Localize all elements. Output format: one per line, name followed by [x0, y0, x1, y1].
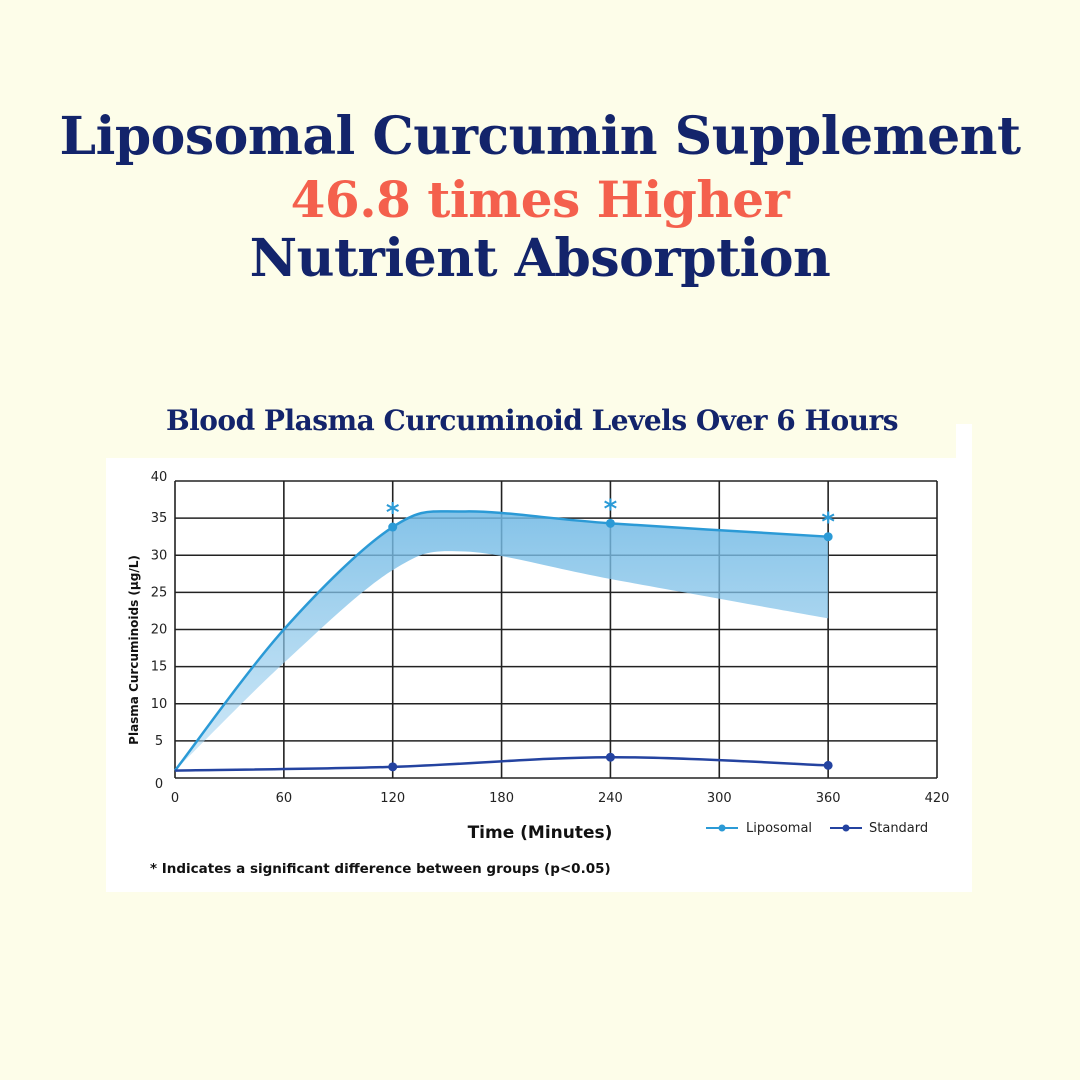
x-tick-label-420: 420 [925, 791, 950, 806]
y-tick-label-40: 40 [151, 470, 168, 485]
liposomal-line [174, 510, 829, 772]
y-tick-label-15: 15 [151, 660, 168, 675]
x-tick-label-0: 0 [171, 791, 179, 806]
legend-liposomal-marker [718, 824, 726, 832]
headline-line-1: Liposomal Curcumin Supplement [59, 106, 1021, 167]
y-tick-label-0: 0 [155, 777, 163, 792]
footnote: * Indicates a significant difference bet… [150, 861, 611, 877]
line-layer: * * * [174, 494, 835, 772]
liposomal-point-360 [823, 532, 833, 542]
y-tick-label-30: 30 [151, 548, 168, 563]
chart-title: Blood Plasma Curcuminoid Levels Over 6 H… [165, 404, 899, 437]
y-tick-label-5: 5 [155, 734, 163, 749]
chart-panel-tab [956, 424, 972, 460]
liposomal-point-120 [388, 522, 398, 532]
standard-point-360 [823, 760, 833, 770]
liposomal-point-240 [605, 518, 615, 528]
legend: Liposomal Standard [706, 821, 928, 836]
headline-line-3: Nutrient Absorption [249, 228, 831, 289]
x-tick-label-300: 300 [707, 791, 732, 806]
legend-standard-label: Standard [869, 821, 928, 836]
standard-point-120 [388, 762, 398, 772]
y-axis-label: Plasma Curcuminoids (µg/L) [127, 555, 141, 745]
x-tick-label-60: 60 [276, 791, 293, 806]
x-tick-label-360: 360 [816, 791, 841, 806]
legend-liposomal-label: Liposomal [746, 821, 812, 836]
y-tick-label-10: 10 [151, 697, 168, 712]
standard-point-240 [605, 752, 615, 762]
headline-line-2: 46.8 times Higher [290, 170, 790, 229]
band-layer [175, 511, 829, 771]
legend-standard-marker [842, 824, 850, 832]
significance-asterisk-240: * [604, 494, 618, 524]
y-tick-label-25: 25 [151, 585, 168, 600]
x-tick-label-180: 180 [489, 791, 514, 806]
y-tick-label-35: 35 [151, 511, 168, 526]
significance-asterisk-360: * [821, 508, 835, 538]
x-axis-label: Time (Minutes) [468, 823, 613, 843]
y-tick-label-20: 20 [151, 623, 168, 638]
standard-line [174, 755, 829, 772]
tick-layer: 0 60 120 180 240 300 360 420 0 5 10 15 20 25 30 35 40 [151, 470, 950, 806]
liposomal-band [175, 511, 829, 771]
significance-asterisk-120: * [386, 498, 400, 528]
x-tick-label-120: 120 [380, 791, 405, 806]
x-tick-label-240: 240 [598, 791, 623, 806]
